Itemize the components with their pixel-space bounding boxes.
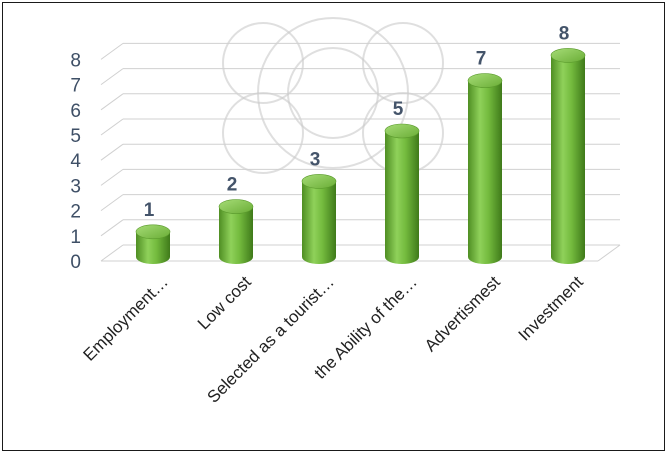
bar-cap <box>550 48 586 63</box>
y-tick-label: 2 <box>70 202 81 223</box>
bar-body <box>385 131 419 264</box>
bar <box>135 224 171 264</box>
watermark-graphic <box>222 17 444 174</box>
bar-body <box>468 80 502 264</box>
bar <box>218 199 254 264</box>
y-tick-label: 7 <box>70 76 81 97</box>
gridline-depth <box>100 168 124 186</box>
bar-cap <box>135 224 171 240</box>
bar-body <box>551 55 585 265</box>
y-tick-label: 6 <box>70 101 81 122</box>
bar-cap <box>218 199 254 214</box>
bar-cap <box>467 73 503 88</box>
data-label: 8 <box>559 23 570 44</box>
bar-body <box>219 206 253 264</box>
data-label: 7 <box>476 49 487 70</box>
y-tick-label: 0 <box>70 252 81 273</box>
bar <box>384 123 420 264</box>
gridline-depth <box>100 194 124 212</box>
gridline-depth <box>100 93 124 111</box>
y-tick-label: 8 <box>70 50 81 71</box>
data-label: 2 <box>227 175 238 196</box>
bar-body <box>302 181 336 264</box>
y-tick-label: 5 <box>70 126 81 147</box>
category-label: Employment… <box>80 272 172 364</box>
gridline-depth <box>100 244 124 262</box>
gridline-depth <box>100 143 124 161</box>
y-tick-label: 4 <box>70 151 81 172</box>
gridline-depth <box>100 118 124 136</box>
bar-cap <box>384 123 420 139</box>
bar <box>467 73 503 264</box>
category-label: Low cost <box>194 272 255 333</box>
data-label: 3 <box>310 149 321 170</box>
gridline-depth <box>100 219 124 237</box>
y-tick-label: 3 <box>70 176 81 197</box>
data-label: 1 <box>144 200 155 221</box>
gridline-depth <box>100 68 124 86</box>
y-tick-label: 1 <box>70 227 81 248</box>
bar <box>550 48 586 265</box>
data-label: 5 <box>393 99 404 120</box>
gridline-depth <box>100 42 124 60</box>
category-label: Investment <box>515 272 587 344</box>
bar-cap <box>301 174 337 189</box>
category-label: Advertismest <box>421 272 504 355</box>
bar <box>301 174 337 264</box>
floor-edge <box>597 244 621 262</box>
bar-body <box>136 231 170 264</box>
